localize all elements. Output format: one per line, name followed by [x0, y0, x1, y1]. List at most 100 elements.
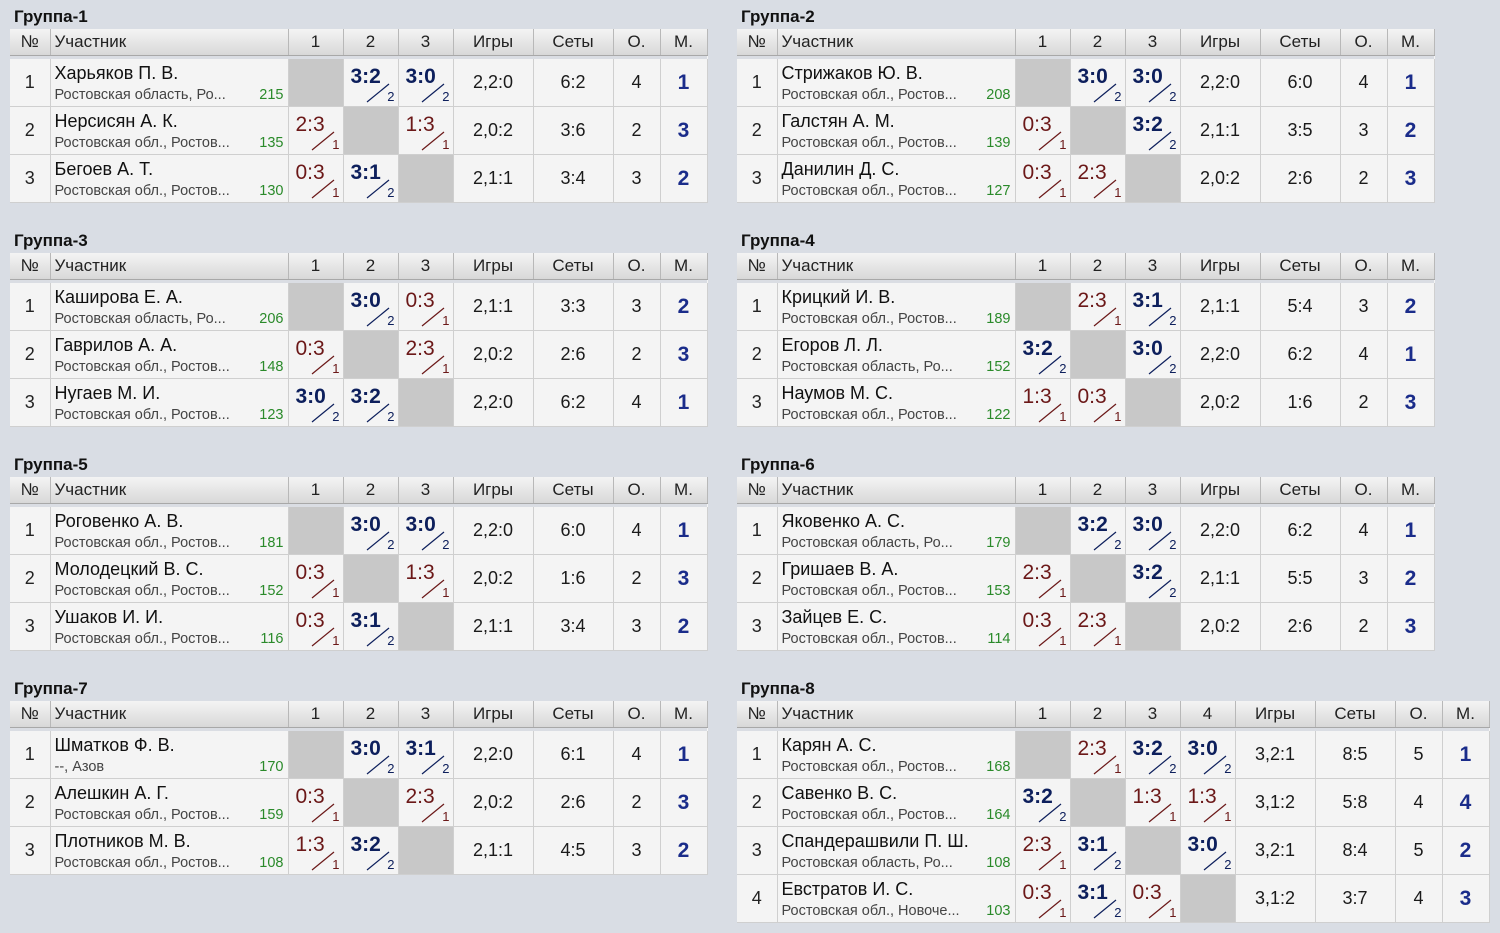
match-result-cell[interactable]: 3:1 2: [343, 602, 399, 651]
player-cell[interactable]: Гришаев В. А. Ростовская обл., Ростов... 1…: [777, 554, 1016, 603]
player-name[interactable]: Евстратов И. С.: [781, 879, 914, 899]
player-cell[interactable]: Ушаков И. И. Ростовская обл., Ростов... 11…: [50, 602, 289, 651]
match-result-cell[interactable]: 3:0 2: [343, 731, 399, 779]
player-name[interactable]: Зайцев Е. С.: [781, 607, 888, 627]
player-name[interactable]: Егоров Л. Л.: [781, 335, 883, 355]
match-result-cell[interactable]: 3:0 2: [398, 507, 454, 555]
player-cell[interactable]: Нугаев М. И. Ростовская обл., Ростов... 12…: [50, 378, 289, 427]
match-result-cell[interactable]: 3:1 2: [398, 731, 454, 779]
match-result-cell[interactable]: 1:3 1: [398, 106, 454, 155]
match-result-cell[interactable]: 1:3 1: [398, 554, 454, 603]
match-result-cell[interactable]: 3:2 2: [343, 59, 399, 107]
match-result-cell[interactable]: 2:3 1: [398, 330, 454, 379]
match-result-cell[interactable]: 0:3 1: [288, 154, 344, 203]
player-name[interactable]: Галстян А. М.: [781, 111, 895, 131]
match-result-cell[interactable]: 3:0 2: [1125, 507, 1181, 555]
match-result-cell[interactable]: 3:1 2: [1125, 283, 1181, 331]
player-cell[interactable]: Харьяков П. В. Ростовская область, Ро... 2…: [50, 59, 289, 107]
player-name[interactable]: Спандерашвили П. Ш.: [781, 831, 969, 851]
player-cell[interactable]: Евстратов И. С. Ростовская обл., Новоче..…: [777, 874, 1016, 923]
player-name[interactable]: Алешкин А. Г.: [54, 783, 169, 803]
match-result-cell[interactable]: 3:2 2: [1125, 731, 1181, 779]
player-name[interactable]: Нугаев М. И.: [54, 383, 161, 403]
player-cell[interactable]: Яковенко А. С. Ростовская область, Ро... 1…: [777, 507, 1016, 555]
match-result-cell[interactable]: 3:0 2: [1070, 59, 1126, 107]
player-cell[interactable]: Нерсисян А. К. Ростовская обл., Ростов...…: [50, 106, 289, 155]
player-cell[interactable]: Карян А. С. Ростовская обл., Ростов... 168: [777, 731, 1016, 779]
match-result-cell[interactable]: 2:3 1: [398, 778, 454, 827]
match-result-cell[interactable]: 2:3 1: [1070, 602, 1126, 651]
player-cell[interactable]: Данилин Д. С. Ростовская обл., Ростов... 1…: [777, 154, 1016, 203]
match-result-cell[interactable]: 3:0 2: [1125, 59, 1181, 107]
player-name[interactable]: Каширова Е. А.: [54, 287, 183, 307]
match-result-cell[interactable]: 2:3 1: [1070, 283, 1126, 331]
match-result-cell[interactable]: 3:0 2: [288, 378, 344, 427]
match-result-cell[interactable]: 3:1 2: [1070, 874, 1126, 923]
match-result-cell[interactable]: 0:3 1: [1015, 602, 1071, 651]
match-result-cell[interactable]: 0:3 1: [1015, 154, 1071, 203]
match-result-cell[interactable]: 3:1 2: [343, 154, 399, 203]
player-cell[interactable]: Егоров Л. Л. Ростовская область, Ро... 152: [777, 330, 1016, 379]
match-result-cell[interactable]: 0:3 1: [398, 283, 454, 331]
player-cell[interactable]: Гаврилов А. А. Ростовская обл., Ростов...…: [50, 330, 289, 379]
player-name[interactable]: Савенко В. С.: [781, 783, 898, 803]
player-cell[interactable]: Спандерашвили П. Ш. Ростовская область, Р…: [777, 826, 1016, 875]
player-cell[interactable]: Шматков Ф. В. --, Азов 170: [50, 731, 289, 779]
player-name[interactable]: Наумов М. С.: [781, 383, 894, 403]
player-cell[interactable]: Крицкий И. В. Ростовская обл., Ростов... 1…: [777, 283, 1016, 331]
player-cell[interactable]: Бегоев А. Т. Ростовская обл., Ростов... 13…: [50, 154, 289, 203]
player-name[interactable]: Яковенко А. С.: [781, 511, 906, 531]
player-cell[interactable]: Алешкин А. Г. Ростовская обл., Ростов... 1…: [50, 778, 289, 827]
match-result-cell[interactable]: 0:3 1: [288, 330, 344, 379]
player-cell[interactable]: Плотников М. В. Ростовская обл., Ростов..…: [50, 826, 289, 875]
match-result-cell[interactable]: 0:3 1: [1015, 874, 1071, 923]
player-cell[interactable]: Каширова Е. А. Ростовская область, Ро... 2…: [50, 283, 289, 331]
match-result-cell[interactable]: 0:3 1: [1015, 106, 1071, 155]
match-result-cell[interactable]: 1:3 1: [1125, 778, 1181, 827]
player-cell[interactable]: Галстян А. М. Ростовская обл., Ростов... 1…: [777, 106, 1016, 155]
player-name[interactable]: Молодецкий В. С.: [54, 559, 204, 579]
match-result-cell[interactable]: 2:3 1: [1070, 731, 1126, 779]
match-result-cell[interactable]: 3:2 2: [1015, 778, 1071, 827]
match-result-cell[interactable]: 0:3 1: [1070, 378, 1126, 427]
player-name[interactable]: Роговенко А. В.: [54, 511, 184, 531]
match-result-cell[interactable]: 0:3 1: [288, 602, 344, 651]
player-name[interactable]: Гришаев В. А.: [781, 559, 899, 579]
player-name[interactable]: Крицкий И. В.: [781, 287, 896, 307]
player-name[interactable]: Карян А. С.: [781, 735, 877, 755]
player-cell[interactable]: Молодецкий В. С. Ростовская обл., Ростов.…: [50, 554, 289, 603]
match-result-cell[interactable]: 3:0 2: [398, 59, 454, 107]
player-name[interactable]: Ушаков И. И.: [54, 607, 164, 627]
player-cell[interactable]: Зайцев Е. С. Ростовская обл., Ростов... 11…: [777, 602, 1016, 651]
match-result-cell[interactable]: 1:3 1: [1015, 378, 1071, 427]
match-result-cell[interactable]: 1:3 1: [1180, 778, 1236, 827]
player-name[interactable]: Гаврилов А. А.: [54, 335, 178, 355]
match-result-cell[interactable]: 0:3 1: [1125, 874, 1181, 923]
player-cell[interactable]: Стрижаков Ю. В. Ростовская обл., Ростов..…: [777, 59, 1016, 107]
player-name[interactable]: Шматков Ф. В.: [54, 735, 175, 755]
match-result-cell[interactable]: 3:2 2: [343, 378, 399, 427]
match-result-cell[interactable]: 2:3 1: [1015, 554, 1071, 603]
player-name[interactable]: Бегоев А. Т.: [54, 159, 154, 179]
player-name[interactable]: Стрижаков Ю. В.: [781, 63, 923, 83]
match-result-cell[interactable]: 2:3 1: [1070, 154, 1126, 203]
match-result-cell[interactable]: 3:0 2: [343, 507, 399, 555]
player-cell[interactable]: Роговенко А. В. Ростовская обл., Ростов..…: [50, 507, 289, 555]
player-cell[interactable]: Наумов М. С. Ростовская обл., Ростов... 12…: [777, 378, 1016, 427]
match-result-cell[interactable]: 3:2 2: [1070, 507, 1126, 555]
match-result-cell[interactable]: 1:3 1: [288, 826, 344, 875]
match-result-cell[interactable]: 2:3 1: [1015, 826, 1071, 875]
match-result-cell[interactable]: 3:2 2: [1125, 106, 1181, 155]
match-result-cell[interactable]: 3:0 2: [1125, 330, 1181, 379]
match-result-cell[interactable]: 3:0 2: [1180, 826, 1236, 875]
player-cell[interactable]: Савенко В. С. Ростовская обл., Ростов... 1…: [777, 778, 1016, 827]
match-result-cell[interactable]: 3:0 2: [343, 283, 399, 331]
match-result-cell[interactable]: 3:0 2: [1180, 731, 1236, 779]
match-result-cell[interactable]: 0:3 1: [288, 778, 344, 827]
player-name[interactable]: Харьяков П. В.: [54, 63, 179, 83]
match-result-cell[interactable]: 3:2 2: [343, 826, 399, 875]
match-result-cell[interactable]: 3:1 2: [1070, 826, 1126, 875]
player-name[interactable]: Плотников М. В.: [54, 831, 191, 851]
player-name[interactable]: Данилин Д. С.: [781, 159, 900, 179]
match-result-cell[interactable]: 3:2 2: [1125, 554, 1181, 603]
